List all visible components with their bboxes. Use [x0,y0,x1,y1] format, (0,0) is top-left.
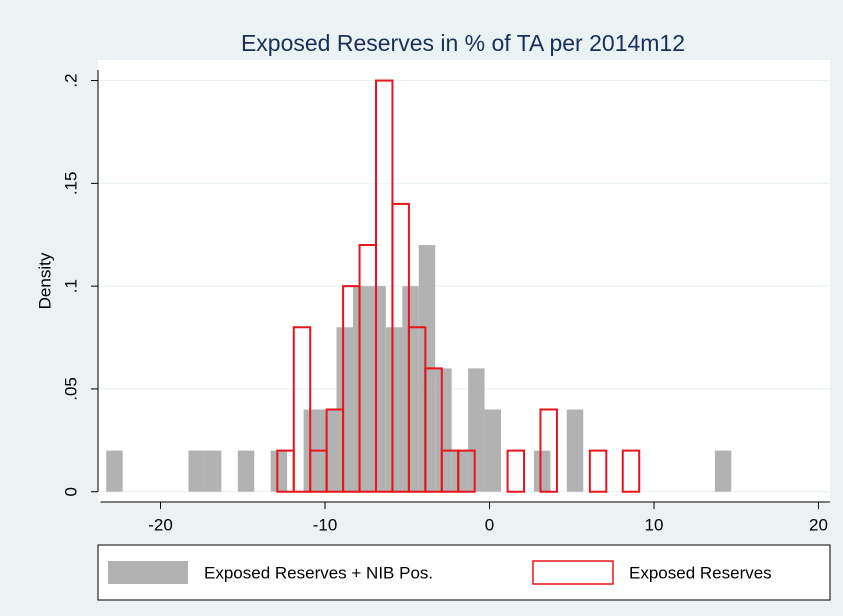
y-axis-label: Density [35,252,54,309]
bar [424,367,443,493]
chart-title: Exposed Reserves in % of TA per 2014m12 [241,30,685,56]
y-tick-label: 0 [61,487,80,496]
x-tick-label: -10 [313,515,338,534]
bar [435,368,452,492]
y-tick-label: .15 [61,172,80,196]
bar [320,409,337,492]
bar [484,409,502,492]
bar [204,450,222,492]
bar [336,327,353,492]
x-tick-label: 20 [809,515,828,534]
legend-swatch [532,560,614,585]
bar [385,327,403,492]
plot-area [98,60,830,502]
bar [292,326,312,493]
y-tick-label: .05 [61,377,80,401]
bar [621,449,641,493]
bar [457,449,476,493]
x-tick-label: 10 [645,515,664,534]
bar [468,368,485,492]
bar [270,450,288,492]
x-tick-label: 0 [485,515,494,534]
bar [539,408,558,493]
bar [352,286,370,492]
bar [566,409,584,492]
bar [714,450,732,492]
x-tick-label: -20 [148,515,173,534]
bar [588,449,608,493]
legend-label: Exposed Reserves [629,563,772,582]
bar [451,450,469,492]
y-tick-label: .1 [61,279,80,293]
bar [402,286,419,492]
legend-swatch [108,561,188,584]
bar [506,449,526,493]
legend [97,544,831,601]
bar [106,450,123,492]
bar [369,286,386,492]
y-tick-label: .2 [61,73,80,87]
bar [533,450,551,492]
bar [188,450,205,492]
bar [237,450,255,492]
legend-label: Exposed Reserves + NIB Pos. [204,563,433,582]
